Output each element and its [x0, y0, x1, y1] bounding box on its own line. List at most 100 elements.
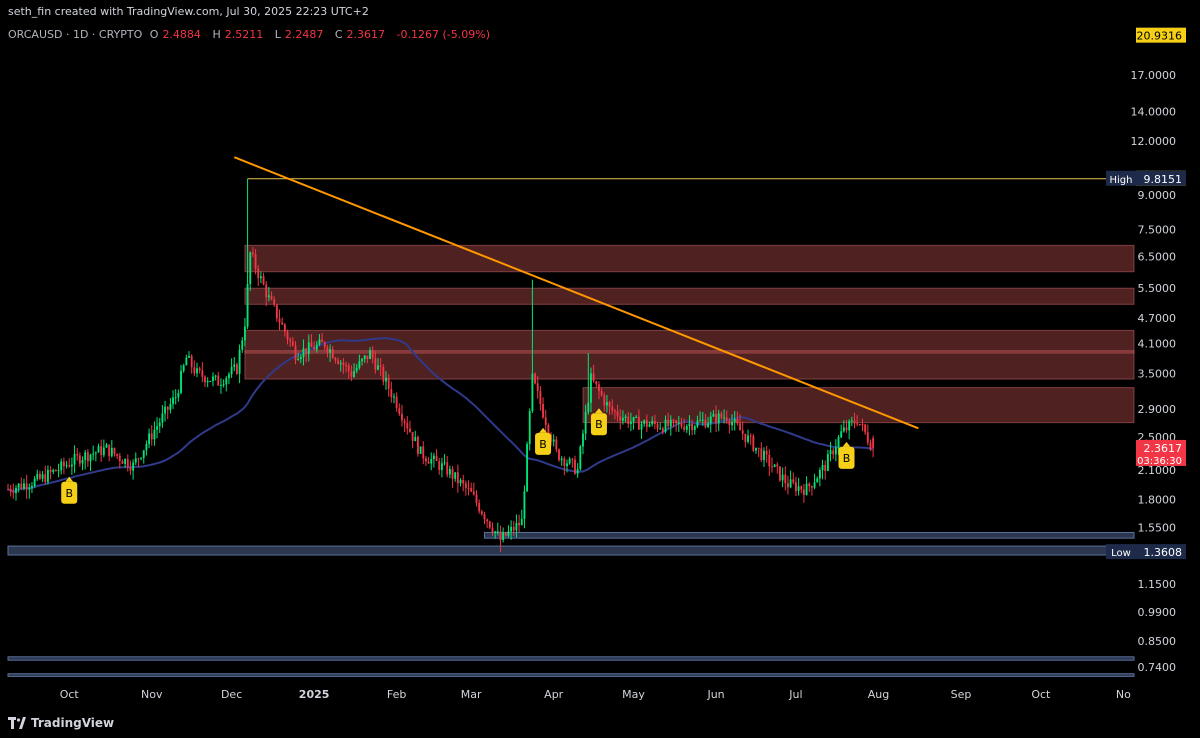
candle-body: [523, 491, 526, 519]
candle-body: [92, 453, 95, 455]
candle-body: [134, 458, 137, 463]
candle-body: [808, 483, 811, 487]
price-label: 20.9316: [1137, 30, 1183, 43]
symbol-name[interactable]: ORCAUSD · 1D · CRYPTO: [8, 28, 143, 41]
x-tick-label: Oct: [1031, 688, 1051, 701]
candle-body: [371, 350, 374, 359]
candle-body: [220, 384, 222, 386]
candle-body: [65, 465, 68, 467]
candle-body: [829, 450, 832, 455]
candle-body: [361, 358, 363, 362]
candle-body: [337, 360, 340, 364]
price-chart[interactable]: B B B B 17.0000 14.0000 12.0000 9.0000 7.5000 6.…: [0, 22, 1200, 708]
candle-body: [685, 426, 688, 430]
candle-body: [132, 462, 135, 471]
candle-body: [592, 373, 595, 382]
candle-body: [310, 342, 313, 348]
candle-body: [54, 469, 57, 472]
candle-body: [12, 491, 15, 494]
candle-body: [156, 426, 159, 430]
candle-body: [86, 452, 89, 462]
candle-body: [265, 284, 268, 298]
candle-body: [459, 480, 462, 484]
candle-body: [832, 450, 835, 455]
candle-body: [158, 422, 161, 427]
candle-body: [715, 413, 718, 424]
candle-body: [209, 381, 212, 383]
candle-body: [395, 396, 398, 409]
candle-body: [488, 521, 491, 528]
candle-body: [462, 480, 465, 484]
candle-body: [765, 450, 768, 455]
candle-body: [842, 427, 845, 432]
candle-body: [547, 425, 550, 436]
price-label-box: [1136, 27, 1186, 43]
candle-body: [744, 433, 747, 442]
signals-layer: B B B B: [61, 408, 855, 504]
candle-body: [446, 462, 449, 475]
candle-body: [84, 452, 87, 461]
candle-body: [321, 339, 324, 343]
ohlc-close: C 2.3617: [334, 28, 386, 41]
candle-body: [44, 474, 47, 483]
candle-body: [640, 423, 643, 430]
candle-body: [350, 371, 353, 377]
candle-body: [409, 428, 411, 433]
candle-body: [369, 350, 371, 359]
candle-body: [161, 413, 164, 423]
candle-body: [68, 465, 71, 467]
candle-body: [826, 454, 829, 471]
candle-body: [185, 357, 188, 366]
x-tick-label: Oct: [60, 688, 80, 701]
candle-body: [435, 455, 438, 462]
candle-body: [616, 411, 619, 417]
y-tick-label: 9.0000: [1138, 189, 1177, 202]
candle-body: [31, 485, 33, 488]
candle-body: [355, 367, 358, 372]
candle-body: [243, 326, 246, 341]
candle-body: [555, 439, 558, 450]
candle-body: [302, 348, 305, 357]
candle-body: [267, 295, 270, 298]
candle-body: [720, 413, 723, 418]
support-zone: [7, 545, 1135, 556]
ohlc-change: -0.1267 (-5.09%): [396, 28, 490, 41]
candle-body: [574, 459, 576, 474]
candle-body: [664, 419, 667, 432]
candle-body: [275, 304, 278, 319]
candle-body: [281, 322, 284, 325]
x-tick-label: Jul: [788, 688, 802, 701]
x-tick-label: Nov: [141, 688, 163, 701]
candle-body: [246, 284, 249, 327]
candle-body: [499, 531, 502, 541]
candle-body: [656, 424, 659, 429]
y-tick-label: 2.1000: [1138, 464, 1177, 477]
candle-body: [544, 417, 547, 426]
signal-arrow: [65, 476, 74, 482]
candle-body: [717, 413, 720, 424]
candle-body: [403, 420, 406, 423]
candle-body: [289, 339, 292, 342]
candle-body: [621, 417, 624, 421]
candle-body: [805, 483, 808, 495]
candle-body: [454, 472, 457, 479]
y-tick-label: 4.7000: [1138, 312, 1177, 325]
candle-body: [283, 324, 286, 332]
candle-body: [507, 531, 510, 536]
candle-body: [464, 483, 467, 488]
candle-body: [558, 449, 560, 461]
candle-body: [659, 428, 662, 430]
candle-body: [515, 522, 518, 531]
signal-label: B: [843, 452, 851, 465]
candle-body: [17, 483, 20, 488]
tradingview-brand[interactable]: TradingView: [8, 716, 114, 730]
candle-body: [15, 487, 17, 494]
candle-body: [41, 474, 44, 479]
candle-body: [816, 478, 819, 483]
y-tick-label: 1.1500: [1138, 578, 1177, 591]
candle-body: [645, 420, 648, 427]
candle-body: [784, 474, 787, 484]
price-label-box: [1136, 544, 1186, 560]
candle-body: [813, 482, 816, 488]
candle-body: [587, 402, 590, 413]
